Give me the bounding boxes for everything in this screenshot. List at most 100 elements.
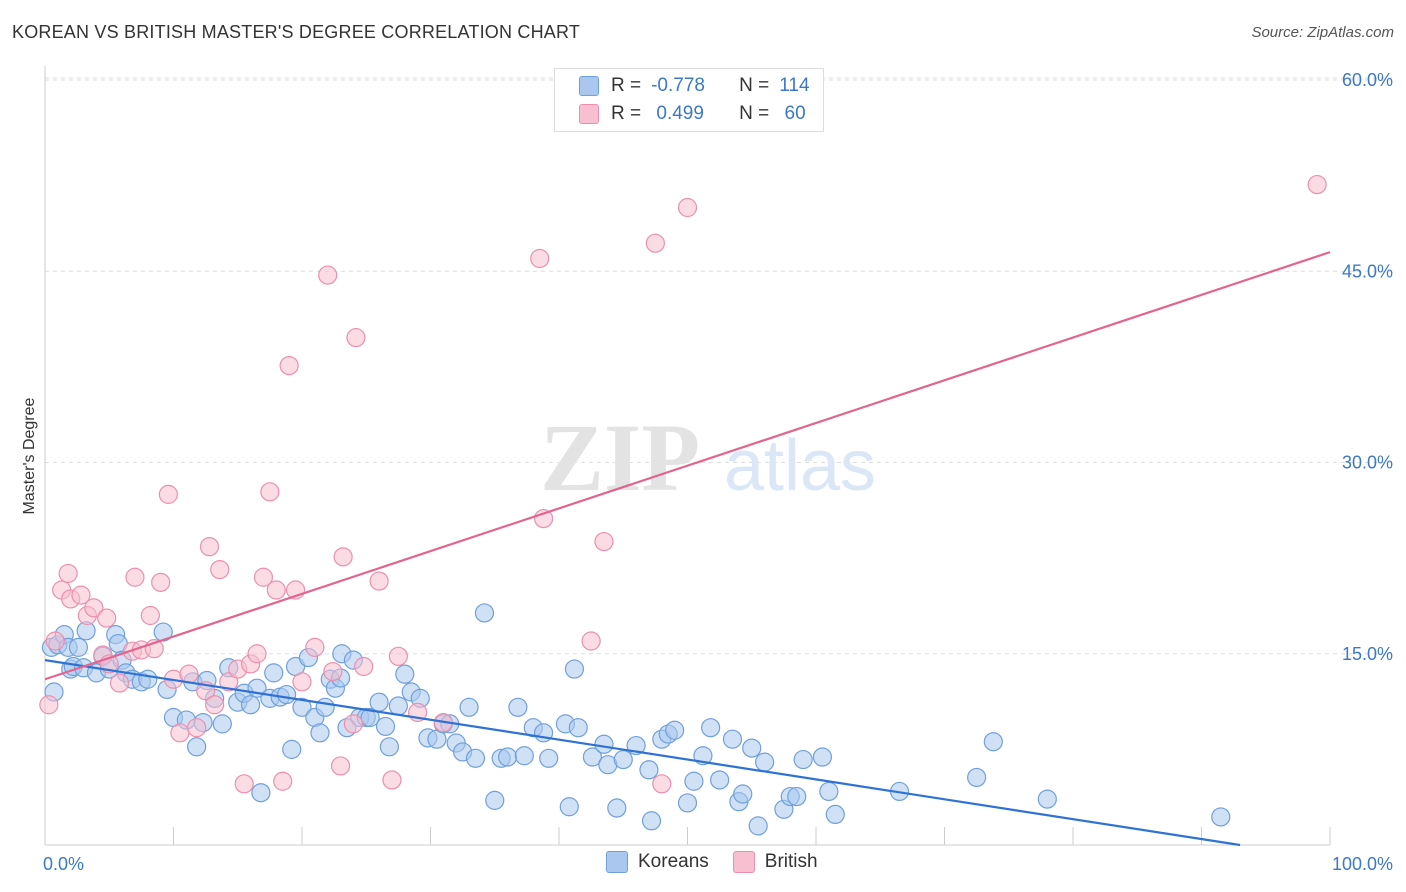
koreans-point (722, 729, 743, 749)
koreans-point (559, 797, 579, 817)
koreans-point (641, 811, 662, 831)
koreans-point (388, 696, 408, 716)
british-n-label: N = (739, 103, 770, 124)
british-point (205, 695, 225, 715)
koreans-point (465, 748, 486, 768)
koreans-point (564, 659, 585, 679)
koreans-point (539, 748, 559, 768)
british-point (279, 356, 299, 376)
british-point (253, 567, 274, 587)
koreans-point (459, 697, 479, 717)
british-point (260, 482, 280, 502)
koreans-point (276, 684, 297, 705)
koreans-point (582, 747, 603, 767)
koreans-point (613, 749, 633, 770)
koreans-point (742, 738, 762, 758)
british-point (273, 771, 293, 791)
british-point (346, 327, 366, 348)
stats-legend: R = -0.778 N = 114 R = 0.499 N = 60 (554, 68, 824, 132)
koreans-point (1037, 789, 1057, 809)
koreans-swatch (579, 76, 599, 96)
british-point (292, 672, 312, 692)
british-point (247, 644, 267, 664)
y-tick-label: 30.0% (1342, 453, 1393, 473)
watermark: ZIP atlas (540, 404, 876, 511)
british-point (140, 605, 160, 626)
british-point (39, 695, 59, 715)
chart-title: KOREAN VS BRITISH MASTER'S DEGREE CORREL… (12, 22, 581, 42)
british-point (58, 563, 78, 584)
british-point (382, 770, 402, 790)
british-point (97, 608, 117, 628)
koreans-point (983, 732, 1003, 752)
koreans-point (360, 707, 380, 728)
koreans-point (498, 747, 518, 767)
koreans-point (639, 760, 659, 780)
british-point (71, 585, 91, 605)
koreans-point (748, 816, 768, 836)
british-point (199, 537, 220, 557)
british-legend-label: British (764, 851, 818, 872)
koreans-point (292, 697, 312, 717)
british-point (125, 567, 145, 587)
british-point (594, 531, 614, 552)
chart-source: Source: ZipAtlas.com (1251, 24, 1394, 41)
koreans-point (607, 798, 627, 818)
label-layer: 15.0% 30.0% 45.0% 60.0% 0.0% 100.0% Master's D… (21, 70, 1393, 874)
series-legend-british[interactable]: British (732, 851, 818, 873)
koreans-point (665, 720, 685, 740)
british-r-label: R = (611, 103, 642, 124)
koreans-point (369, 692, 389, 712)
y-tick-label: 45.0% (1342, 261, 1393, 281)
koreans-point (793, 749, 813, 770)
koreans-point (395, 664, 415, 684)
x-tick-label: 100.0% (1332, 854, 1393, 874)
koreans-point (701, 718, 721, 738)
koreans-point (684, 771, 704, 791)
koreans-point (508, 697, 528, 717)
british-point (652, 774, 672, 794)
british-point (109, 673, 130, 693)
koreans-point (485, 790, 505, 810)
koreans-point (754, 752, 775, 772)
stats-legend-row-british: R = 0.499 N = 60 (579, 101, 806, 127)
koreans-point (819, 781, 839, 802)
british-point (1307, 174, 1327, 195)
british-point (388, 646, 408, 666)
koreans-point (514, 746, 534, 766)
british-point (234, 774, 254, 794)
axis-layer (44, 66, 1331, 846)
british-point (354, 656, 374, 677)
koreans-point (282, 739, 302, 759)
koreans-point (379, 737, 399, 757)
y-tick-label: 15.0% (1342, 644, 1393, 664)
british-point (677, 197, 698, 218)
y-axis-label: Master's Degree (21, 397, 38, 514)
british-point (210, 559, 230, 580)
koreans-legend-label: Koreans (638, 851, 709, 872)
koreans-legend-swatch (606, 851, 628, 873)
koreans-point (677, 793, 698, 813)
koreans-point (68, 637, 89, 657)
series-legend: Koreans British (606, 851, 842, 873)
koreans-point (375, 716, 396, 737)
koreans-trend-line (44, 659, 1241, 847)
watermark-atlas: atlas (724, 426, 876, 506)
watermark-zip: ZIP (540, 404, 700, 511)
points-layer (39, 174, 1327, 836)
british-legend-swatch (732, 851, 755, 873)
koreans-point (825, 804, 845, 825)
british-r-value: 0.499 (651, 103, 704, 124)
x-tick-label: 0.0% (43, 854, 84, 874)
series-legend-koreans[interactable]: Koreans (606, 851, 709, 873)
koreans-point (710, 770, 730, 790)
koreans-r-value: -0.778 (651, 75, 705, 96)
british-point (45, 631, 65, 651)
british-point (151, 572, 171, 592)
koreans-point (474, 603, 495, 623)
stats-legend-row-koreans: R = -0.778 N = 114 (579, 73, 810, 99)
grid-layer (45, 77, 1392, 655)
british-point (266, 580, 286, 600)
british-point (305, 637, 325, 657)
